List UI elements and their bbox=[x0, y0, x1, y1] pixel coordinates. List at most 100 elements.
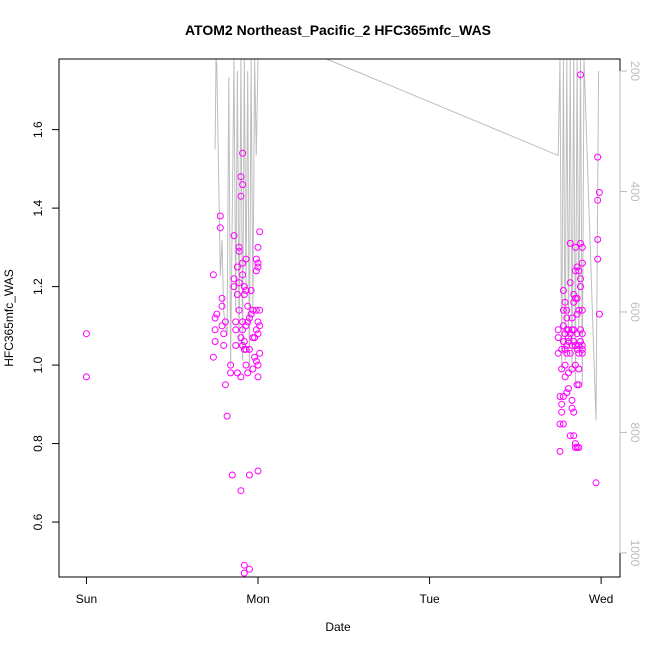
data-point bbox=[578, 259, 586, 267]
data-point bbox=[242, 345, 250, 353]
data-point bbox=[561, 345, 569, 353]
data-point bbox=[561, 330, 569, 338]
data-point bbox=[216, 212, 224, 220]
data-point bbox=[247, 287, 255, 294]
data-point bbox=[594, 196, 602, 204]
data-point bbox=[578, 306, 586, 314]
data-point bbox=[240, 283, 248, 291]
data-point bbox=[211, 314, 219, 322]
data-point bbox=[577, 338, 584, 345]
data-point bbox=[254, 330, 262, 338]
y2-tick-label: 600 bbox=[628, 302, 642, 322]
data-point bbox=[245, 314, 253, 322]
data-point bbox=[254, 467, 262, 475]
data-point bbox=[556, 393, 564, 400]
data-point bbox=[242, 287, 250, 294]
data-point bbox=[213, 310, 221, 318]
data-point bbox=[242, 255, 250, 263]
data-point bbox=[239, 318, 247, 326]
data-point bbox=[566, 330, 574, 338]
data-point bbox=[570, 432, 578, 440]
x-tick-label: Sun bbox=[76, 592, 97, 606]
data-point bbox=[578, 330, 586, 338]
data-point bbox=[82, 373, 90, 381]
data-point bbox=[220, 330, 228, 338]
data-point bbox=[221, 318, 229, 326]
data-point bbox=[568, 396, 576, 404]
data-point bbox=[227, 369, 235, 377]
data-point bbox=[239, 259, 247, 267]
data-point bbox=[245, 565, 253, 573]
data-point bbox=[570, 326, 578, 334]
data-point bbox=[558, 408, 566, 416]
data-point bbox=[211, 326, 219, 334]
data-point bbox=[239, 149, 247, 157]
data-point bbox=[595, 310, 603, 318]
data-point bbox=[566, 239, 574, 247]
data-point bbox=[566, 279, 574, 287]
data-point bbox=[228, 471, 236, 479]
data-point bbox=[237, 192, 245, 200]
data-point bbox=[578, 342, 586, 349]
data-point bbox=[578, 243, 586, 251]
data-point bbox=[577, 275, 584, 283]
y2-tick-label: 400 bbox=[628, 181, 642, 201]
x-tick-label: Tue bbox=[419, 592, 440, 606]
y2-tick-label: 200 bbox=[628, 61, 642, 81]
data-point bbox=[252, 306, 260, 314]
data-point bbox=[251, 353, 259, 361]
data-point bbox=[237, 173, 245, 181]
chart-title: ATOM2 Northeast_Pacific_2 HFC365mfc_WAS bbox=[185, 22, 491, 38]
data-point bbox=[575, 365, 583, 373]
data-point bbox=[573, 263, 581, 271]
data-point bbox=[240, 291, 248, 298]
data-point bbox=[237, 334, 245, 342]
data-point bbox=[561, 373, 569, 381]
data-point bbox=[244, 318, 252, 326]
data-point bbox=[245, 345, 253, 353]
x-tick-label: Mon bbox=[246, 592, 269, 606]
data-point bbox=[571, 267, 579, 275]
data-point bbox=[245, 471, 253, 479]
data-point bbox=[244, 369, 252, 377]
data-point bbox=[594, 153, 602, 161]
y-tick-label: 1.6 bbox=[31, 121, 45, 138]
data-point bbox=[570, 291, 578, 298]
y-tick-label: 1.4 bbox=[31, 199, 45, 216]
data-point bbox=[594, 255, 602, 263]
data-point bbox=[240, 338, 248, 345]
data-point bbox=[575, 267, 583, 275]
data-point bbox=[578, 345, 586, 353]
altitude-line-layer bbox=[214, 59, 600, 421]
data-point bbox=[568, 404, 576, 412]
data-point bbox=[230, 232, 238, 240]
data-point bbox=[239, 342, 247, 349]
data-point bbox=[254, 263, 262, 271]
data-point bbox=[240, 569, 248, 577]
data-point bbox=[558, 365, 566, 373]
data-point bbox=[242, 322, 250, 330]
data-point bbox=[566, 432, 574, 440]
data-point bbox=[239, 326, 247, 334]
data-point bbox=[254, 361, 262, 369]
data-point bbox=[256, 322, 264, 330]
data-point bbox=[571, 342, 579, 349]
data-point bbox=[558, 400, 566, 408]
data-point bbox=[563, 306, 571, 314]
data-point bbox=[82, 330, 90, 338]
data-point bbox=[218, 302, 226, 310]
data-point bbox=[254, 259, 262, 267]
data-point bbox=[249, 306, 257, 314]
data-point bbox=[232, 326, 240, 334]
y2-axis: 200 400 600 800 1000 bbox=[619, 61, 642, 567]
data-point bbox=[577, 326, 584, 334]
data-point bbox=[573, 294, 581, 302]
data-point bbox=[209, 271, 217, 279]
data-point bbox=[573, 310, 581, 318]
data-point bbox=[563, 349, 571, 357]
data-point bbox=[220, 342, 228, 349]
data-point bbox=[242, 361, 250, 369]
data-point bbox=[249, 365, 257, 373]
data-point bbox=[256, 228, 264, 236]
